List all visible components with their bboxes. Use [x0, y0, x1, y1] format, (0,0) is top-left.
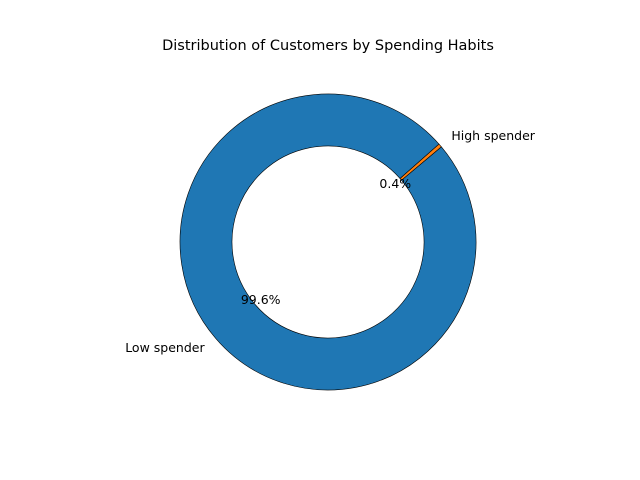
percent-label-high-spender: 0.4% [379, 176, 411, 191]
slice-label-high-spender: High spender [451, 128, 535, 143]
slice-label-low-spender: Low spender [125, 340, 205, 355]
donut-labels: High spender 0.4% Low spender 99.6% [125, 128, 536, 355]
donut-slices [179, 93, 477, 391]
percent-label-low-spender: 99.6% [241, 292, 281, 307]
chart-title: Distribution of Customers by Spending Ha… [162, 38, 494, 54]
slice-low-spender [179, 93, 477, 391]
